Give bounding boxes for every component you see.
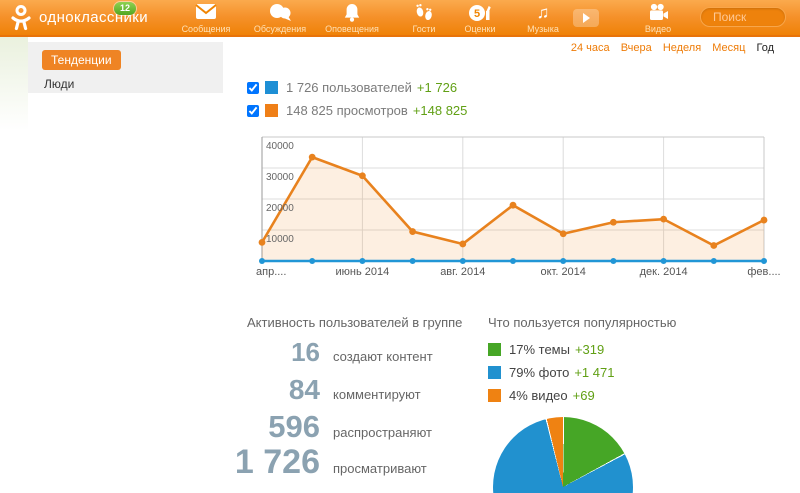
time-filter-month[interactable]: Месяц [712,42,746,54]
popularity-label: 17% темы [509,342,570,357]
popularity-swatch [488,343,501,356]
music-play-badge[interactable] [573,9,599,27]
play-icon [582,13,590,23]
time-filter-24h[interactable]: 24 часа [570,42,610,54]
activity-value: 1 726 [234,443,320,481]
nav-notifications[interactable]: Оповещения [314,3,390,35]
svg-text:окт. 2014: окт. 2014 [540,266,585,278]
search-input[interactable] [700,7,786,27]
nav-messages[interactable]: Сообщения [168,3,244,35]
svg-text:20000: 20000 [266,203,294,214]
activity-value: 596 [268,409,320,444]
activity-value: 84 [288,374,320,405]
sidebar: Тенденции Люди [28,42,223,93]
series-checkbox[interactable] [247,104,259,117]
series-delta: +1 726 [416,80,458,95]
svg-text:дек. 2014: дек. 2014 [640,266,688,278]
popularity-section-title: Что пользуется популярностью [488,315,677,330]
envelope-icon [168,3,244,23]
activity-row: 596 распространяют [230,409,432,445]
notification-count-badge: 12 [114,2,136,15]
footprints-icon [386,3,462,23]
popularity-row: 79% фото +1 471 [488,365,614,380]
popularity-delta: +1 471 [574,365,615,380]
nav-music[interactable]: ♫ Музыка [505,3,581,35]
sidebar-item-trends[interactable]: Тенденции [42,50,121,70]
time-range-filters: 24 часа Вчера Неделя Месяц Год [563,42,774,54]
activity-section-title: Активность пользователей в группе [247,315,463,330]
top-navigation-bar: одноклассники 12 Сообщения Обсуждения Оп… [0,0,800,37]
video-camera-icon [620,3,696,23]
svg-text:фев....: фев.... [747,266,780,278]
popularity-swatch [488,366,501,379]
activity-row: 16 создают контент [230,337,433,368]
popularity-label: 79% фото [509,365,570,380]
activity-row: 84 комментируют [230,374,421,406]
svg-text:апр....: апр.... [256,266,286,278]
time-filter-year[interactable]: Год [756,42,774,54]
page-left-strip [0,37,28,147]
activity-value: 16 [291,337,320,367]
svg-text:авг. 2014: авг. 2014 [440,266,485,278]
popularity-pie-chart [493,417,633,493]
ok-logo[interactable]: одноклассники 12 [10,2,148,31]
activity-label: просматривают [333,461,427,476]
music-note-icon: ♫ [536,3,550,22]
time-filter-week[interactable]: Неделя [662,42,702,54]
series-legend-users: 1 726 пользователей +1 726 [247,80,457,95]
bell-icon [314,3,390,23]
nav-video[interactable]: Видео [620,3,696,35]
popularity-delta: +69 [572,388,595,403]
popularity-row: 4% видео +69 [488,388,595,403]
popularity-label: 4% видео [509,388,568,403]
series-checkbox[interactable] [247,81,259,94]
nav-marks[interactable]: 5 Оценки [442,3,518,35]
time-filter-yesterday[interactable]: Вчера [620,42,652,54]
trend-line-chart: 10000 20000 30000 40000 апр.... июнь 2014 авг.… [256,136,781,278]
series-color-swatch [265,81,278,94]
svg-text:5: 5 [474,8,480,20]
rating-5-icon: 5 [442,3,518,23]
chat-bubbles-icon [242,3,318,23]
nav-discussions[interactable]: Обсуждения [242,3,318,35]
series-delta: +148 825 [412,103,468,118]
ok-person-icon [11,5,31,31]
svg-text:40000: 40000 [266,141,294,152]
sidebar-item-people[interactable]: Люди [44,77,75,91]
svg-text:июнь 2014: июнь 2014 [336,266,390,278]
activity-row: 1 726 просматривают [230,443,427,482]
popularity-delta: +319 [574,342,605,357]
popularity-swatch [488,389,501,402]
activity-label: создают контент [333,349,433,364]
svg-text:30000: 30000 [266,172,294,183]
series-label: 148 825 просмотров [286,103,408,118]
popularity-row: 17% темы +319 [488,342,604,357]
activity-label: распространяют [333,425,433,440]
activity-label: комментируют [333,387,421,402]
nav-guests[interactable]: Гости [386,3,462,35]
series-color-swatch [265,104,278,117]
series-label: 1 726 пользователей [286,80,412,95]
svg-text:10000: 10000 [266,234,294,245]
series-legend-views: 148 825 просмотров +148 825 [247,103,467,118]
